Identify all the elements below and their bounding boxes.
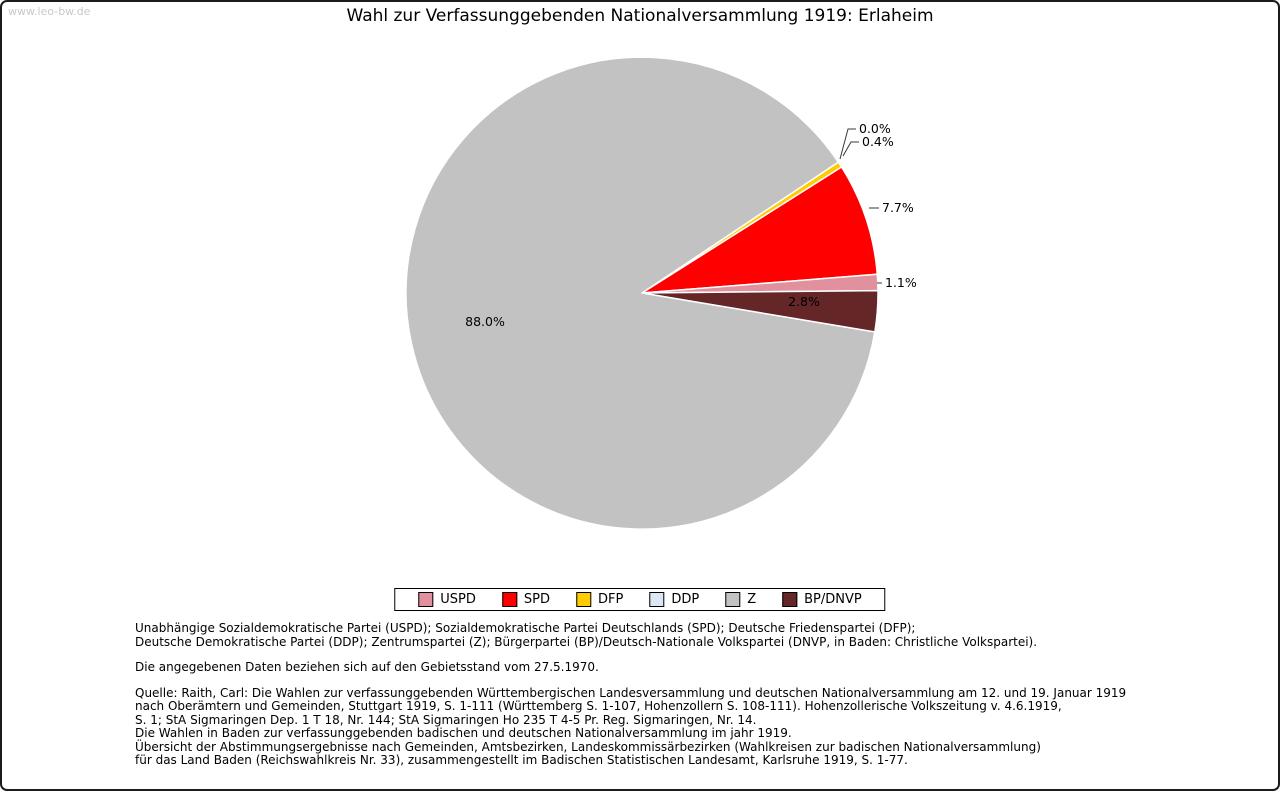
watermark: www.leo-bw.de bbox=[8, 5, 91, 18]
slice-label-spd: 7.7% bbox=[882, 200, 914, 215]
legend-item-bp-dnvp: BP/DNVP bbox=[782, 592, 862, 607]
legend-label-uspd: USPD bbox=[440, 592, 476, 607]
slice-label-ddp: 0.0% bbox=[859, 121, 891, 136]
legend-label-ddp: DDP bbox=[671, 592, 700, 607]
page-title: Wahl zur Verfassunggebenden Nationalvers… bbox=[346, 6, 934, 26]
legend-label-z: Z bbox=[747, 592, 757, 607]
note-abbreviations: Unabhängige Sozialdemokratische Partei (… bbox=[135, 621, 1038, 649]
legend-item-dfp: DFP bbox=[576, 592, 623, 607]
legend-swatch-spd bbox=[501, 592, 517, 607]
pie-slice-spd bbox=[641, 166, 879, 294]
slice-label-uspd: 1.1% bbox=[885, 275, 917, 290]
legend-swatch-ddp bbox=[649, 592, 665, 607]
legend-label-dfp: DFP bbox=[598, 592, 624, 607]
legend-swatch-z bbox=[725, 592, 741, 607]
legend-item-ddp: DDP bbox=[649, 592, 699, 607]
pie-chart: 0.0%0.4% 7.7% 1.1% 2.8% 88.0% bbox=[405, 56, 917, 530]
legend-swatch-bp-dnvp bbox=[782, 592, 798, 607]
pie-slice-z bbox=[405, 56, 876, 530]
leader-line-ddp bbox=[839, 128, 856, 160]
slice-label-dfp: 0.4% bbox=[862, 134, 894, 149]
notes: Unabhängige Sozialdemokratische Partei (… bbox=[135, 621, 1198, 780]
legend-item-z: Z bbox=[725, 592, 756, 607]
note-data-status: Die angegebenen Daten beziehen sich auf … bbox=[135, 660, 599, 674]
legend: USPD SPD DFP DDP Z BP/DNVP bbox=[394, 588, 886, 611]
legend-label-spd: SPD bbox=[523, 592, 551, 607]
slice-label-bp-dnvp: 2.8% bbox=[788, 294, 820, 309]
legend-item-spd: SPD bbox=[501, 592, 551, 607]
legend-swatch-dfp bbox=[576, 592, 592, 607]
slice-label-z: 88.0% bbox=[465, 314, 505, 329]
leader-line-dfp bbox=[842, 141, 859, 157]
legend-swatch-uspd bbox=[418, 592, 434, 607]
legend-item-uspd: USPD bbox=[418, 592, 476, 607]
legend-label-bp-dnvp: BP/DNVP bbox=[804, 592, 862, 607]
note-source: Quelle: Raith, Carl: Die Wahlen zur verf… bbox=[135, 685, 1127, 767]
